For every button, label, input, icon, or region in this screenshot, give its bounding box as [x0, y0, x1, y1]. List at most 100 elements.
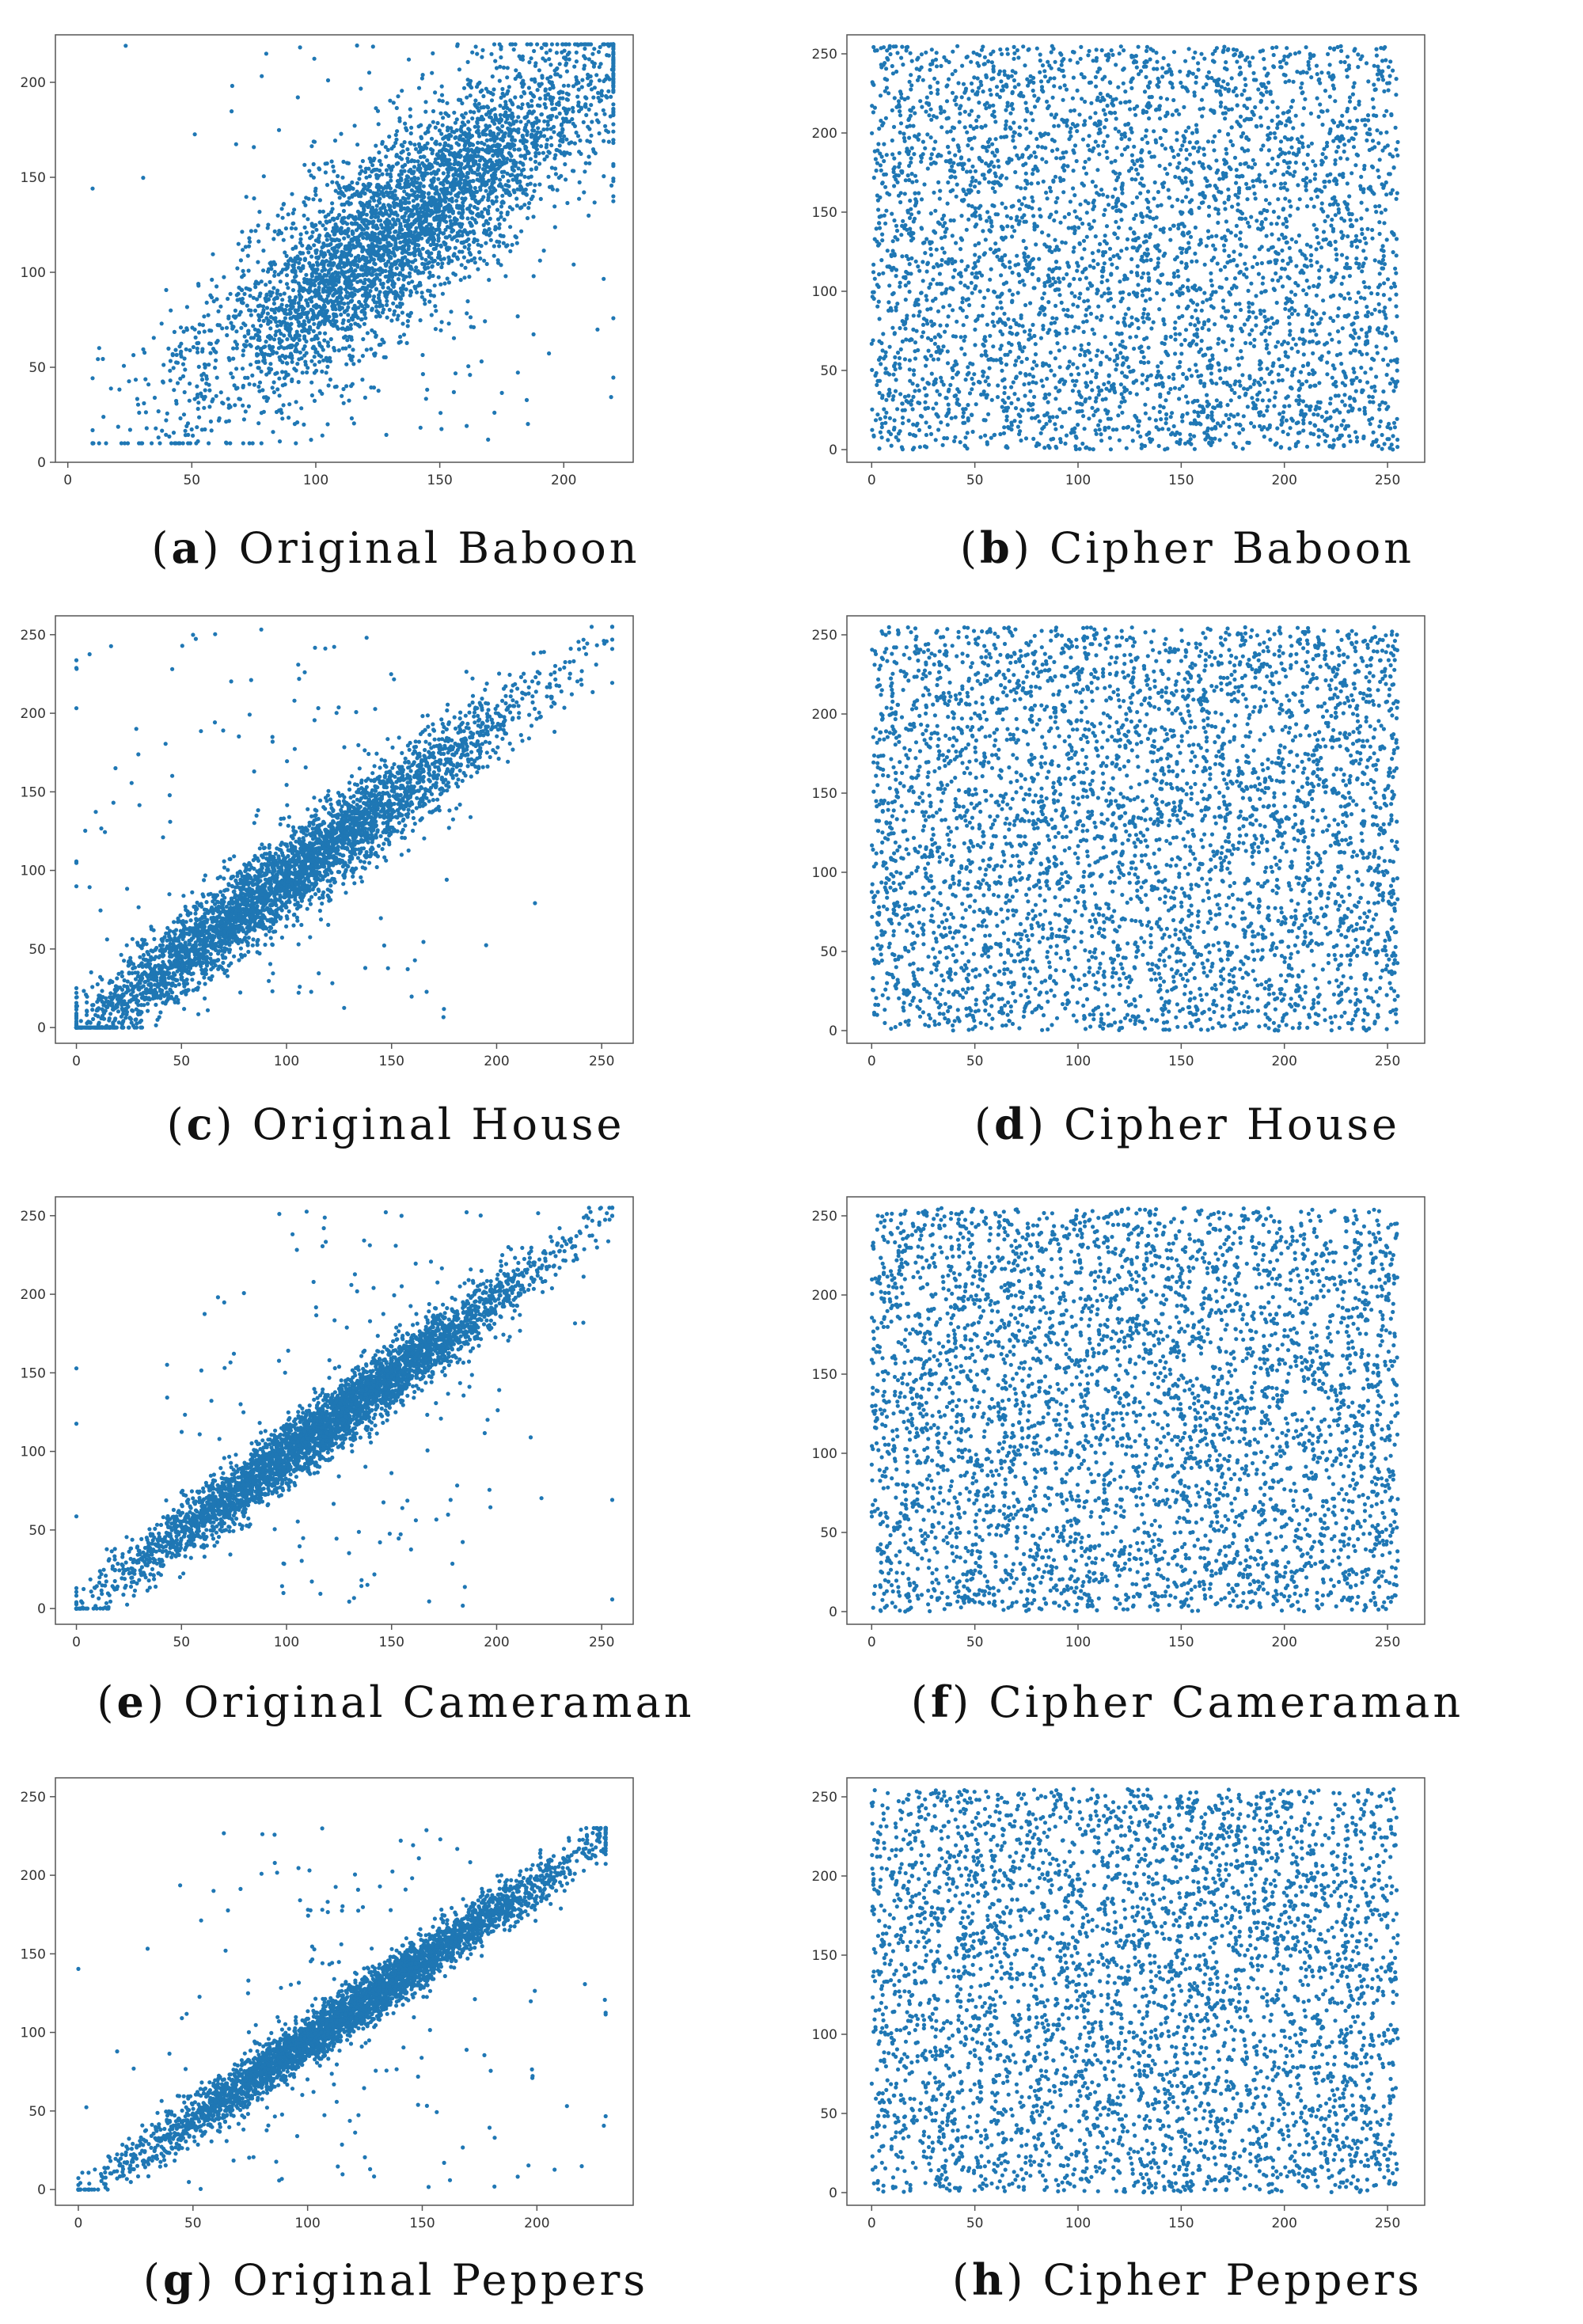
scatter-point	[347, 196, 351, 200]
scatter-point	[431, 237, 436, 241]
scatter-point	[433, 304, 438, 309]
scatter-point	[1182, 104, 1186, 109]
scatter-point	[587, 127, 592, 131]
scatter-point	[288, 311, 293, 316]
scatter-point	[497, 78, 502, 83]
scatter-point	[349, 384, 354, 389]
scatter-point	[488, 146, 493, 150]
scatter-point	[296, 380, 301, 385]
scatter-point	[490, 181, 495, 186]
scatter-point	[437, 98, 442, 103]
scatter-point	[313, 192, 318, 197]
scatter-point	[1139, 275, 1145, 280]
scatter-point	[522, 156, 528, 161]
scatter-point	[572, 141, 578, 146]
scatter-point	[384, 190, 389, 195]
scatter-point	[300, 328, 305, 333]
scatter-point	[526, 104, 531, 108]
scatter-point	[559, 123, 564, 127]
scatter-point	[328, 267, 333, 272]
scatter-point	[1251, 310, 1255, 315]
scatter-point	[214, 284, 219, 289]
scatter-point	[224, 440, 229, 445]
scatter-point	[416, 159, 420, 164]
scatter-point	[269, 263, 274, 268]
scatter-point	[575, 43, 581, 47]
scatter-point	[133, 378, 139, 382]
scatter-point	[472, 204, 477, 210]
scatter-point	[541, 127, 546, 132]
scatter-point	[531, 274, 536, 279]
scatter-point	[384, 263, 389, 268]
scatter-point	[384, 432, 389, 438]
scatter-point	[396, 94, 400, 99]
scatter-point	[1031, 88, 1035, 93]
scatter-point	[211, 299, 216, 304]
scatter-point	[520, 102, 525, 107]
scatter-point	[422, 213, 427, 218]
scatter-point	[346, 234, 351, 239]
scatter-point	[560, 137, 565, 142]
scatter-point	[1104, 150, 1109, 154]
scatter-point	[340, 306, 344, 310]
scatter-point	[317, 220, 322, 225]
scatter-point	[271, 237, 276, 241]
scatter-point	[506, 179, 511, 184]
scatter-point	[340, 175, 345, 180]
scatter-point	[590, 120, 594, 124]
scatter-point	[256, 366, 260, 370]
scatter-point	[319, 249, 324, 254]
scatter-point	[549, 98, 554, 104]
scatter-point	[1247, 332, 1252, 337]
scatter-point	[501, 65, 507, 70]
scatter-point	[450, 167, 454, 172]
scatter-point	[1129, 153, 1134, 158]
scatter-point	[430, 211, 435, 215]
scatter-point	[305, 315, 309, 320]
scatter-point	[934, 247, 939, 252]
scatter-point	[302, 353, 307, 358]
scatter-point	[1170, 204, 1175, 209]
scatter-point	[317, 209, 322, 214]
scatter-point	[261, 249, 266, 253]
scatter-point	[571, 84, 576, 89]
scatter-point	[424, 146, 429, 150]
scatter-point	[142, 350, 147, 355]
scatter-point	[534, 116, 539, 120]
scatter-point	[495, 126, 500, 131]
scatter-point	[369, 159, 374, 164]
scatter-point	[441, 211, 446, 215]
scatter-point	[390, 271, 395, 276]
scatter-point	[976, 114, 981, 119]
scatter-point	[1347, 274, 1352, 279]
scatter-point	[353, 217, 359, 222]
scatter-point	[554, 51, 560, 55]
scatter-point	[464, 141, 469, 146]
scatter-point	[484, 220, 488, 225]
scatter-point	[377, 248, 382, 253]
scatter-point	[427, 275, 431, 280]
scatter-point	[408, 230, 413, 235]
scatter-point	[218, 390, 223, 395]
scatter-point	[501, 234, 506, 238]
scatter-point	[434, 203, 438, 208]
scatter-point	[309, 144, 314, 149]
scatter-point	[340, 346, 345, 351]
scatter-point	[434, 198, 439, 203]
scatter-point	[378, 278, 382, 283]
scatter-point	[419, 227, 423, 232]
scatter-point	[266, 319, 271, 325]
scatter-point	[356, 253, 361, 258]
scatter-point	[286, 212, 290, 217]
scatter-point	[317, 389, 322, 393]
scatter-point	[414, 226, 419, 230]
scatter-point	[253, 229, 258, 234]
scatter-point	[347, 294, 352, 298]
scatter-point	[530, 124, 535, 129]
scatter-point	[1119, 400, 1124, 404]
scatter-point	[257, 380, 263, 385]
scatter-point	[377, 343, 382, 347]
scatter-point	[319, 354, 324, 359]
scatter-point	[409, 125, 414, 130]
scatter-point	[402, 214, 407, 218]
